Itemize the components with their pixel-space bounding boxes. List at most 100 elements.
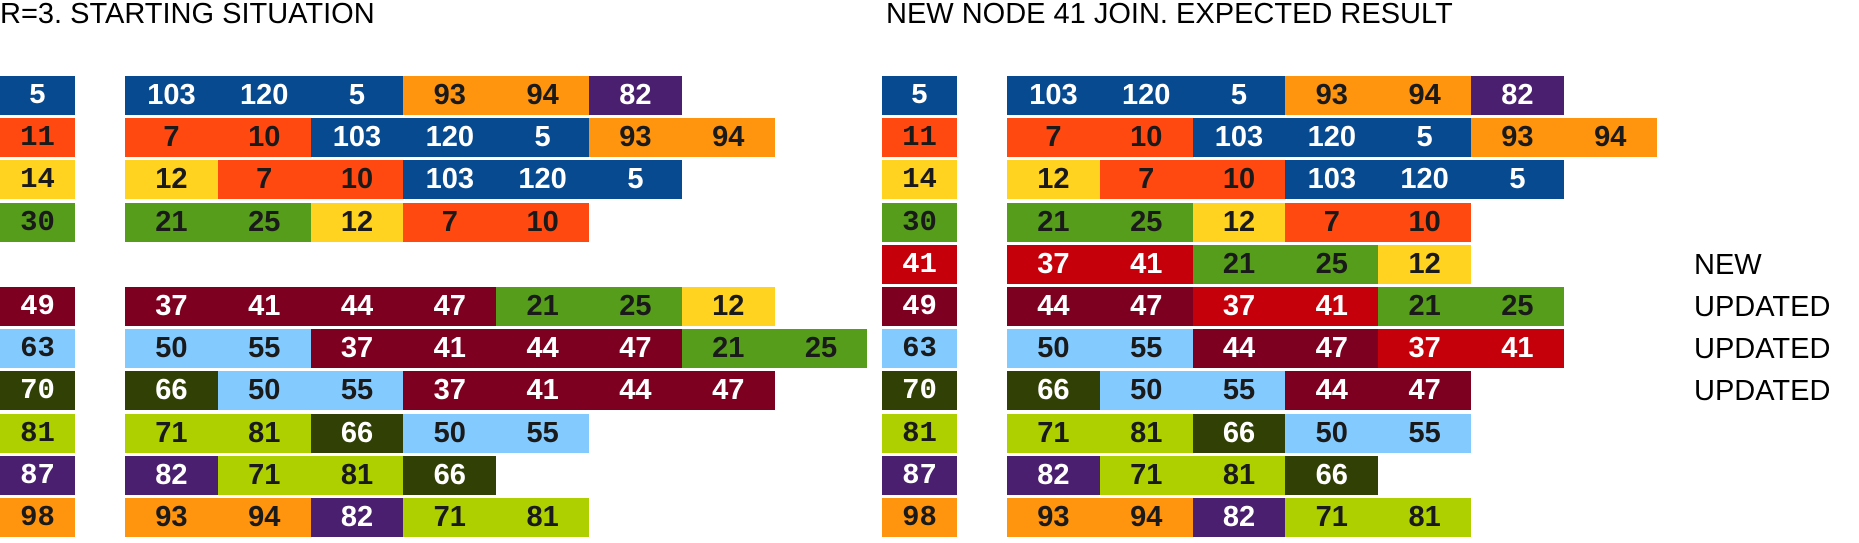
routing-entry-cell: 37 (1007, 244, 1100, 284)
routing-entry-cell: 25 (774, 329, 868, 369)
routing-entry-cell: 93 (589, 118, 682, 158)
routing-entry-cell: 5 (310, 76, 404, 115)
node-cell: 14 (882, 160, 957, 200)
routing-entry-cell: 37 (125, 287, 218, 326)
routing-entry-cell: 93 (1471, 118, 1564, 158)
routing-entry-cell: 66 (1007, 371, 1100, 411)
routing-entry-cell: 41 (496, 371, 589, 411)
right-title: NEW NODE 41 JOIN. EXPECTED RESULT (886, 0, 1453, 30)
routing-entry-cell: 66 (125, 371, 218, 411)
routing-entry-cell: 37 (1378, 329, 1471, 369)
routing-entry-cell: 5 (1378, 118, 1471, 158)
routing-entry-cell: 50 (1007, 329, 1100, 369)
routing-entry-cell: 12 (1378, 244, 1471, 284)
routing-entry-cell: 44 (1007, 287, 1100, 326)
node-cell: 70 (882, 371, 957, 411)
node-cell: 5 (882, 76, 957, 115)
routing-entry-cell: 81 (1378, 498, 1471, 537)
routing-entry-cell: 82 (1471, 76, 1564, 115)
routing-entry-cell: 10 (1192, 160, 1286, 200)
routing-entry-cell: 55 (1378, 413, 1471, 453)
routing-entry-cell: 71 (217, 455, 311, 495)
routing-entry-cell: 93 (125, 498, 218, 537)
node-cell: 11 (882, 118, 957, 158)
routing-entry-cell: 7 (1007, 118, 1100, 158)
status-label: NEW (1694, 248, 1762, 281)
node-cell: 98 (882, 498, 957, 537)
routing-entry-cell: 47 (1285, 329, 1379, 369)
routing-entry-cell: 94 (496, 76, 589, 115)
node-cell: 81 (882, 413, 957, 453)
routing-entry-cell: 71 (1007, 413, 1100, 453)
routing-entry-cell: 47 (1099, 287, 1193, 326)
routing-entry-cell: 7 (125, 118, 218, 158)
routing-entry-cell: 7 (1099, 160, 1193, 200)
routing-entry-cell: 44 (310, 287, 404, 326)
routing-entry-cell: 37 (403, 371, 497, 411)
routing-entry-cell: 93 (1007, 498, 1100, 537)
routing-entry-cell: 103 (1192, 118, 1286, 158)
routing-entry-cell: 55 (1099, 329, 1193, 369)
routing-entry-cell: 25 (589, 287, 682, 326)
routing-entry-cell: 21 (1192, 244, 1286, 284)
routing-entry-cell: 93 (403, 76, 497, 115)
node-cell: 5 (0, 76, 75, 115)
routing-entry-cell: 47 (589, 329, 682, 369)
node-cell: 81 (0, 413, 75, 453)
routing-entry-cell: 82 (310, 498, 404, 537)
routing-entry-cell: 44 (1192, 329, 1286, 369)
routing-entry-cell: 10 (1378, 202, 1471, 242)
routing-entry-cell: 25 (1285, 244, 1379, 284)
node-cell: 30 (882, 202, 957, 242)
node-cell: 87 (0, 455, 75, 495)
routing-entry-cell: 50 (403, 413, 497, 453)
routing-entry-cell: 94 (1378, 76, 1471, 115)
routing-entry-cell: 25 (1471, 287, 1564, 326)
routing-entry-cell: 50 (1285, 413, 1379, 453)
routing-entry-cell: 66 (403, 455, 497, 495)
routing-entry-cell: 71 (125, 413, 218, 453)
routing-entry-cell: 71 (1285, 498, 1379, 537)
routing-entry-cell: 21 (681, 329, 775, 369)
routing-entry-cell: 10 (310, 160, 404, 200)
routing-entry-cell: 55 (1192, 371, 1286, 411)
routing-entry-cell: 81 (310, 455, 404, 495)
routing-entry-cell: 12 (125, 160, 218, 200)
routing-entry-cell: 66 (310, 413, 404, 453)
routing-entry-cell: 21 (496, 287, 589, 326)
routing-entry-cell: 50 (125, 329, 218, 369)
routing-entry-cell: 41 (403, 329, 497, 369)
routing-entry-cell: 55 (496, 413, 589, 453)
routing-entry-cell: 120 (496, 160, 589, 200)
routing-entry-cell: 37 (1192, 287, 1286, 326)
routing-entry-cell: 120 (1378, 160, 1471, 200)
routing-entry-cell: 82 (1192, 498, 1286, 537)
routing-entry-cell: 94 (1563, 118, 1657, 158)
routing-entry-cell: 103 (403, 160, 497, 200)
routing-entry-cell: 103 (1007, 76, 1100, 115)
routing-entry-cell: 94 (217, 498, 311, 537)
routing-entry-cell: 103 (310, 118, 404, 158)
status-label: UPDATED (1694, 375, 1831, 408)
routing-entry-cell: 93 (1285, 76, 1379, 115)
status-label: UPDATED (1694, 291, 1831, 323)
routing-entry-cell: 7 (217, 160, 311, 200)
node-cell: 87 (882, 455, 957, 495)
routing-entry-cell: 120 (217, 76, 311, 115)
routing-entry-cell: 10 (496, 202, 589, 242)
routing-entry-cell: 82 (1007, 455, 1100, 495)
routing-entry-cell: 66 (1285, 455, 1379, 495)
routing-entry-cell: 41 (1285, 287, 1379, 326)
routing-entry-cell: 71 (1099, 455, 1193, 495)
node-cell: 49 (0, 287, 75, 326)
routing-entry-cell: 47 (403, 287, 497, 326)
routing-entry-cell: 66 (1192, 413, 1286, 453)
node-cell: 49 (882, 287, 957, 326)
routing-entry-cell: 5 (589, 160, 682, 200)
routing-entry-cell: 21 (125, 202, 218, 242)
routing-entry-cell: 21 (1378, 287, 1471, 326)
routing-entry-cell: 10 (1099, 118, 1193, 158)
routing-entry-cell: 7 (1285, 202, 1379, 242)
routing-entry-cell: 81 (1099, 413, 1193, 453)
routing-entry-cell: 10 (217, 118, 311, 158)
